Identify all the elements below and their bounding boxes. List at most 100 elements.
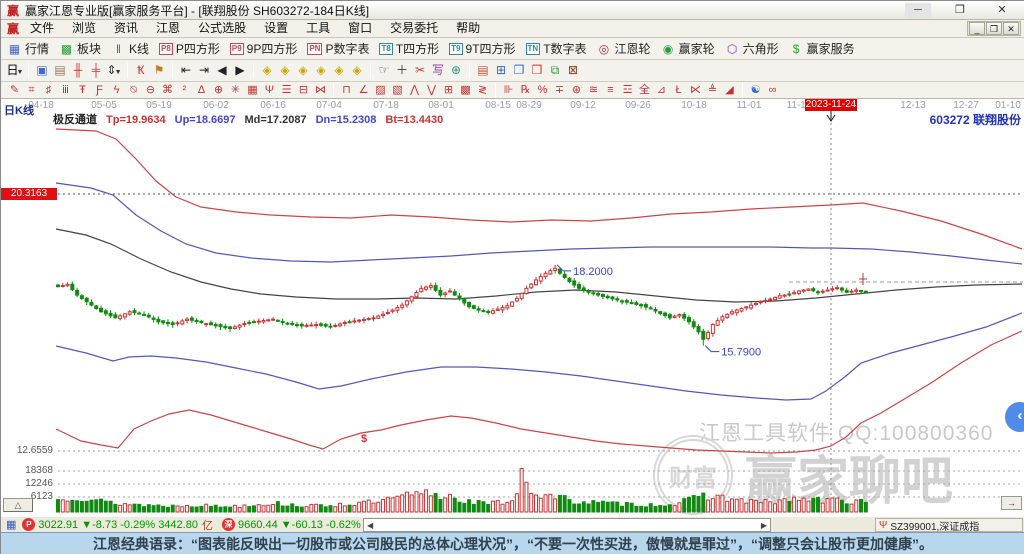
- draw-tool-icon-36[interactable]: ≡: [607, 83, 614, 96]
- save-disk-icon[interactable]: ❒: [531, 63, 543, 77]
- sse-icon[interactable]: P: [22, 518, 36, 531]
- draw-tool-icon-21[interactable]: ∠: [358, 83, 369, 96]
- menu-公式选股[interactable]: 公式选股: [198, 21, 247, 35]
- infinity-icon[interactable]: ∞: [768, 83, 777, 96]
- menu-江恩[interactable]: 江恩: [156, 21, 181, 35]
- menu-工具[interactable]: 工具: [306, 21, 331, 35]
- zoom-vertical-icon[interactable]: ⇕▼: [106, 63, 122, 77]
- draw-tool-icon-16[interactable]: ☰: [281, 83, 292, 96]
- flag-mark-icon[interactable]: ⚑: [153, 63, 165, 77]
- period-day-icon[interactable]: 日▼: [6, 63, 24, 77]
- draw-tool-icon-26[interactable]: ⊞: [443, 83, 454, 96]
- draw-tool-icon-43[interactable]: ◢: [725, 83, 734, 96]
- dropdown-caret-icon[interactable]: ▼: [16, 69, 24, 76]
- kline-small-icon[interactable]: ╫: [73, 63, 83, 77]
- draw-tool-icon-30[interactable]: ⊪: [503, 83, 514, 96]
- draw-tool-icon-5[interactable]: Ƒ: [96, 83, 103, 96]
- draw-tool-icon-17[interactable]: ⊟: [298, 83, 309, 96]
- menu-浏览[interactable]: 浏览: [72, 21, 97, 35]
- draw-tool-icon-32[interactable]: %: [537, 83, 548, 96]
- net-sync-icon[interactable]: ⧉: [550, 63, 560, 77]
- draw-tool-icon-8[interactable]: ⊖: [145, 83, 156, 96]
- mdi-restore-button[interactable]: ❐: [986, 22, 1002, 35]
- gann-diamond-2-icon[interactable]: ◈: [280, 63, 290, 77]
- draw-tool-icon-37[interactable]: ☲: [622, 83, 633, 96]
- gann-diamond-5-icon[interactable]: ◈: [334, 63, 344, 77]
- draw-tool-icon-27[interactable]: ▩: [460, 83, 471, 96]
- toolbar-button-六角形[interactable]: ⬡ 六角形: [725, 40, 779, 57]
- draw-tool-icon-6[interactable]: ϟ: [113, 83, 120, 96]
- last-page-icon[interactable]: ⇥: [198, 63, 210, 77]
- draw-tool-icon-34[interactable]: ⊛: [571, 83, 582, 96]
- draw-tool-icon-13[interactable]: ✳: [230, 83, 241, 96]
- draw-tool-icon-3[interactable]: ⅲ: [61, 83, 69, 96]
- index-scrollbar[interactable]: ◀ ▶: [363, 518, 771, 532]
- menu-设置[interactable]: 设置: [264, 21, 289, 35]
- draw-tool-icon-25[interactable]: ⋁: [426, 83, 437, 96]
- toolbar-button-行情[interactable]: ▦ 行情: [7, 40, 49, 57]
- toolbar-button-赢家服务[interactable]: $ 赢家服务: [789, 40, 855, 57]
- toolbar-button-赢家轮[interactable]: ◉ 赢家轮: [661, 40, 715, 57]
- quote-grid-icon[interactable]: ▦: [6, 519, 17, 531]
- toolbar-button-9P四方形[interactable]: P9 9P四方形: [229, 40, 297, 57]
- draw-tool-icon-14[interactable]: ▦: [247, 83, 258, 96]
- toolbar-button-P四方形[interactable]: P8 P四方形: [159, 40, 220, 57]
- draw-tool-icon-23[interactable]: ▧: [392, 83, 403, 96]
- menu-帮助[interactable]: 帮助: [456, 21, 481, 35]
- window-style-icon[interactable]: ▣: [36, 63, 48, 77]
- draw-tool-icon-4[interactable]: Ŧ: [79, 83, 86, 96]
- toolbar-button-板块[interactable]: ▩ 板块: [59, 40, 101, 57]
- draw-tool-icon-24[interactable]: ⋀: [409, 83, 420, 96]
- hand-drag-icon[interactable]: ☞: [378, 63, 390, 77]
- save-layout-icon[interactable]: ❐: [513, 63, 525, 77]
- close-button[interactable]: ✕: [997, 3, 1007, 16]
- draw-tool-icon-11[interactable]: ∆: [198, 83, 205, 96]
- scroll-right-button[interactable]: →: [1001, 496, 1022, 510]
- restore-rights-icon[interactable]: Ҟ: [137, 63, 145, 77]
- scroll-left-arrow[interactable]: ◀: [367, 520, 374, 530]
- draw-tool-icon-7[interactable]: ⍉: [130, 83, 137, 96]
- draw-tool-icon-39[interactable]: ⊿: [656, 83, 667, 96]
- toolbar-button-江恩轮[interactable]: ◎ 江恩轮: [597, 40, 651, 57]
- draw-tool-icon-42[interactable]: ≜: [707, 83, 718, 96]
- szse-icon[interactable]: 深: [221, 518, 235, 531]
- menu-文件[interactable]: 文件: [30, 21, 55, 35]
- calendar-icon[interactable]: ▤: [477, 63, 489, 77]
- draw-tool-icon-33[interactable]: ∓: [554, 83, 565, 96]
- draw-tool-icon-1[interactable]: ⌗: [28, 83, 35, 96]
- draw-tool-icon-18[interactable]: ⋈: [315, 83, 326, 96]
- minimize-button[interactable]: ─: [905, 2, 931, 18]
- kline-chart[interactable]: 18.2000 15.7900 $: [1, 99, 1024, 516]
- toolbar-button-T数字表[interactable]: TN T数字表: [525, 40, 587, 57]
- toolbar-button-P数字表[interactable]: PN P数字表: [307, 40, 369, 57]
- draw-tool-icon-15[interactable]: Ψ: [264, 83, 275, 96]
- text-note-icon[interactable]: 写: [431, 63, 444, 77]
- toolbar-button-T四方形[interactable]: T8 T四方形: [379, 40, 439, 57]
- gann-diamond-1-icon[interactable]: ◈: [262, 63, 272, 77]
- gann-diamond-6-icon[interactable]: ◈: [352, 63, 362, 77]
- kline-large-icon[interactable]: ╪: [91, 63, 101, 77]
- data-truck-icon[interactable]: ⊠: [567, 63, 579, 77]
- index-selector[interactable]: Ψ SZ399001,深证成指: [875, 518, 1023, 533]
- cut-tool-icon[interactable]: ✂: [414, 63, 426, 77]
- menu-窗口[interactable]: 窗口: [348, 21, 373, 35]
- draw-tool-icon-40[interactable]: Ł: [675, 83, 682, 96]
- prev-bar-icon[interactable]: ◀: [217, 63, 227, 77]
- draw-tool-icon-2[interactable]: ♯: [45, 83, 52, 96]
- scroll-right-arrow[interactable]: ▶: [760, 520, 767, 530]
- draw-tool-icon-12[interactable]: ⊕: [213, 83, 224, 96]
- menu-交易委托[interactable]: 交易委托: [390, 21, 439, 35]
- toolbar-button-9T四方形[interactable]: T9 9T四方形: [449, 40, 516, 57]
- draw-tool-icon-0[interactable]: ✎: [9, 83, 20, 96]
- crosshair-icon[interactable]: ＋: [395, 63, 408, 77]
- menu-资讯[interactable]: 资讯: [114, 21, 139, 35]
- mdi-close-button[interactable]: ✕: [1003, 22, 1019, 35]
- note-board-icon[interactable]: ▤: [54, 63, 66, 77]
- marker-48-icon[interactable]: ⊕: [450, 63, 462, 77]
- draw-tool-icon-38[interactable]: 全: [639, 83, 650, 96]
- draw-tool-icon-20[interactable]: ⊓: [342, 83, 351, 96]
- gann-diamond-4-icon[interactable]: ◈: [316, 63, 326, 77]
- first-page-icon[interactable]: ⇤: [180, 63, 192, 77]
- calculator-icon[interactable]: ⊞: [495, 63, 507, 77]
- toolbar-button-K线[interactable]: ǁ K线: [111, 40, 149, 57]
